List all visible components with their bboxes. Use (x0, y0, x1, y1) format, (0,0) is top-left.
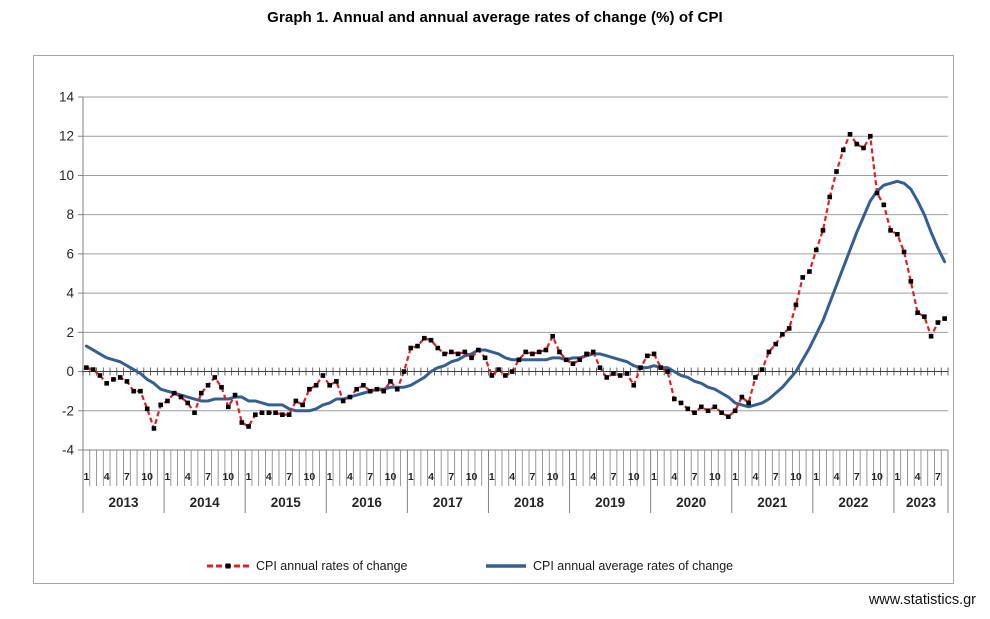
legend-label-average: CPI annual average rates of change (533, 559, 734, 573)
svg-text:10: 10 (304, 471, 316, 483)
svg-text:2017: 2017 (433, 495, 463, 510)
svg-text:12: 12 (59, 129, 74, 144)
svg-text:2013: 2013 (109, 495, 140, 510)
svg-text:10: 10 (709, 471, 721, 483)
svg-text:7: 7 (286, 471, 292, 483)
website-url: www.statistics.gr (868, 592, 976, 608)
svg-text:1: 1 (570, 471, 576, 483)
svg-text:10: 10 (790, 471, 802, 483)
svg-text:2014: 2014 (190, 495, 221, 510)
svg-text:10: 10 (385, 471, 397, 483)
svg-text:4: 4 (66, 286, 74, 301)
red-dashed-line-swatch (207, 563, 249, 569)
legend-item-average: CPI annual average rates of change (486, 558, 733, 574)
svg-text:10: 10 (871, 471, 883, 483)
svg-text:7: 7 (935, 471, 941, 483)
legend-label-annual: CPI annual rates of change (256, 559, 408, 573)
svg-text:1: 1 (408, 471, 414, 483)
svg-text:7: 7 (611, 471, 617, 483)
svg-text:2022: 2022 (838, 495, 868, 510)
svg-text:14: 14 (59, 90, 75, 105)
svg-text:4: 4 (185, 471, 191, 483)
svg-text:1: 1 (327, 471, 333, 483)
svg-text:10: 10 (466, 471, 478, 483)
legend-item-annual: CPI annual rates of change (207, 558, 408, 574)
svg-text:1: 1 (894, 471, 900, 483)
svg-text:10: 10 (628, 471, 640, 483)
blue-solid-line-swatch (486, 564, 526, 568)
svg-text:4: 4 (590, 471, 596, 483)
svg-text:10: 10 (222, 471, 234, 483)
svg-text:1: 1 (732, 471, 738, 483)
svg-text:-4: -4 (62, 443, 74, 458)
svg-text:7: 7 (367, 471, 373, 483)
svg-text:7: 7 (773, 471, 779, 483)
svg-text:10: 10 (547, 471, 559, 483)
svg-text:4: 4 (834, 471, 840, 483)
chart-title: Graph 1. Annual and annual average rates… (267, 9, 723, 26)
svg-text:4: 4 (104, 471, 110, 483)
svg-text:2015: 2015 (271, 495, 302, 510)
svg-text:1: 1 (165, 471, 171, 483)
svg-text:2021: 2021 (757, 495, 788, 510)
svg-text:4: 4 (509, 471, 515, 483)
svg-text:4: 4 (752, 471, 758, 483)
svg-text:8: 8 (66, 207, 74, 222)
svg-text:2018: 2018 (514, 495, 545, 510)
svg-text:4: 4 (347, 471, 353, 483)
svg-text:2019: 2019 (595, 495, 625, 510)
svg-text:1: 1 (246, 471, 252, 483)
svg-text:2020: 2020 (676, 495, 706, 510)
svg-text:4: 4 (671, 471, 677, 483)
svg-text:4: 4 (266, 471, 272, 483)
svg-text:6: 6 (66, 246, 74, 261)
svg-text:7: 7 (854, 471, 860, 483)
svg-text:7: 7 (205, 471, 211, 483)
svg-text:2: 2 (66, 325, 74, 340)
svg-text:2016: 2016 (352, 495, 383, 510)
svg-text:1: 1 (489, 471, 495, 483)
svg-text:10: 10 (59, 168, 74, 183)
svg-text:10: 10 (141, 471, 153, 483)
svg-text:1: 1 (813, 471, 819, 483)
svg-text:2023: 2023 (906, 495, 937, 510)
svg-text:7: 7 (124, 471, 130, 483)
svg-text:-2: -2 (62, 403, 74, 418)
svg-text:7: 7 (448, 471, 454, 483)
svg-text:7: 7 (529, 471, 535, 483)
svg-text:4: 4 (915, 471, 921, 483)
svg-text:7: 7 (692, 471, 698, 483)
svg-text:0: 0 (66, 364, 74, 379)
chart-frame (33, 55, 954, 584)
svg-text:4: 4 (428, 471, 434, 483)
svg-text:1: 1 (83, 471, 89, 483)
svg-text:1: 1 (651, 471, 657, 483)
